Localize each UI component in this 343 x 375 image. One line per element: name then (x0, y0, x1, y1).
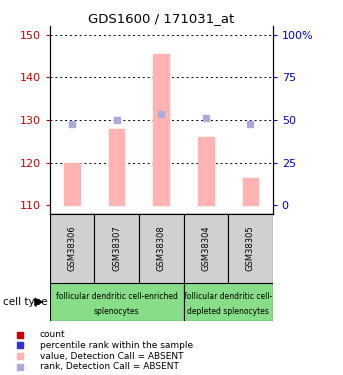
Text: GSM38307: GSM38307 (112, 226, 121, 272)
Text: splenocytes: splenocytes (94, 307, 140, 316)
Bar (184, 283, 273, 321)
Bar (243, 177, 258, 205)
Title: GDS1600 / 171031_at: GDS1600 / 171031_at (88, 12, 234, 25)
Bar (64, 163, 80, 205)
Text: GSM38304: GSM38304 (201, 226, 210, 271)
Text: count: count (39, 330, 65, 339)
Text: GSM38305: GSM38305 (246, 226, 255, 271)
Text: value, Detection Call = ABSENT: value, Detection Call = ABSENT (39, 352, 183, 361)
Text: follicular dendritic cell-: follicular dendritic cell- (184, 292, 272, 301)
Bar (50, 283, 184, 321)
Bar (109, 129, 125, 205)
Text: follicular dendritic cell-enriched: follicular dendritic cell-enriched (56, 292, 178, 301)
Bar (198, 137, 214, 205)
Bar (184, 214, 228, 283)
Bar (153, 54, 169, 205)
Text: percentile rank within the sample: percentile rank within the sample (39, 341, 193, 350)
Bar (139, 214, 184, 283)
Text: GSM38306: GSM38306 (68, 226, 76, 272)
Bar (50, 214, 94, 283)
Text: rank, Detection Call = ABSENT: rank, Detection Call = ABSENT (39, 362, 178, 371)
Text: GSM38308: GSM38308 (157, 226, 166, 272)
Text: depleted splenocytes: depleted splenocytes (187, 307, 269, 316)
Text: cell type: cell type (3, 297, 48, 307)
Bar (94, 214, 139, 283)
Bar (228, 214, 273, 283)
